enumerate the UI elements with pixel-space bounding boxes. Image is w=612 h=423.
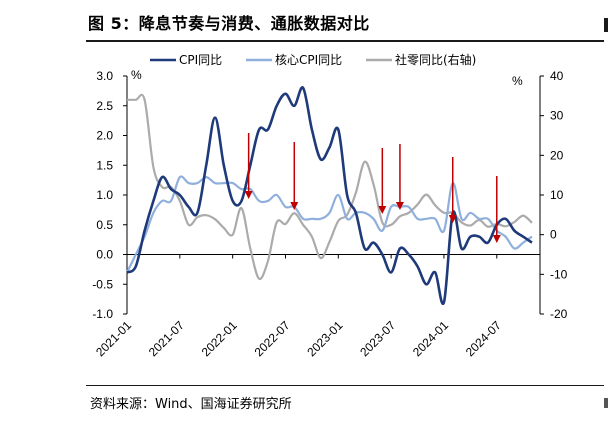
- source-note: 资料来源：Wind、国海证券研究所: [90, 397, 292, 412]
- figure-title: 图 5：降息节奏与消费、通胀数据对比: [88, 14, 370, 33]
- left-tick-label: 1.0: [96, 188, 113, 202]
- right-tick-label: 40: [550, 69, 564, 83]
- left-tick-label: 1.5: [96, 158, 113, 172]
- right-tick-label: 20: [550, 148, 564, 162]
- x-tick-label: 2021-07: [146, 318, 187, 359]
- legend-label-retail: 社零同比(右轴): [395, 52, 476, 67]
- x-tick-label: 2021-01: [93, 318, 134, 359]
- chart-legend: CPI同比 核心CPI同比 社零同比(右轴): [150, 52, 476, 67]
- right-tick-label: -20: [550, 307, 568, 321]
- chart-series: [126, 86, 533, 306]
- series-line-core-cpi: [126, 175, 533, 273]
- right-tick-label: 0: [550, 228, 557, 242]
- rate-cut-arrows: [244, 133, 501, 243]
- x-tick-label: 2022-01: [199, 318, 240, 359]
- top-rule: [86, 40, 604, 42]
- series-line-retail-sales: [126, 93, 533, 281]
- left-axis-unit: %: [131, 68, 142, 82]
- x-tick-label: 2022-07: [252, 318, 293, 359]
- x-tick-label: 2023-07: [357, 318, 398, 359]
- right-tick-label: 30: [550, 109, 564, 123]
- left-tick-label: 0.5: [96, 218, 113, 232]
- x-tick-label: 2024-07: [463, 318, 504, 359]
- left-tick-label: 3.0: [96, 69, 113, 83]
- left-tick-label: 2.5: [96, 99, 113, 113]
- legend-label-core: 核心CPI同比: [275, 53, 342, 67]
- adjacent-panel-edge: [604, 18, 608, 32]
- right-axis-unit: %: [512, 74, 523, 88]
- adjacent-panel-edge-bottom: [604, 398, 608, 408]
- right-tick-label: -10: [550, 267, 568, 281]
- right-tick-label: 10: [550, 188, 564, 202]
- legend-label-cpi: CPI同比: [179, 53, 222, 67]
- series-line-cpi: [126, 86, 533, 306]
- left-tick-label: -1.0: [92, 307, 113, 321]
- left-tick-label: 0.0: [96, 248, 113, 262]
- left-tick-label: -0.5: [92, 277, 113, 291]
- left-tick-label: 2.0: [96, 129, 113, 143]
- bottom-rule: [86, 385, 604, 386]
- x-tick-label: 2024-01: [410, 318, 451, 359]
- x-tick-label: 2023-01: [304, 318, 345, 359]
